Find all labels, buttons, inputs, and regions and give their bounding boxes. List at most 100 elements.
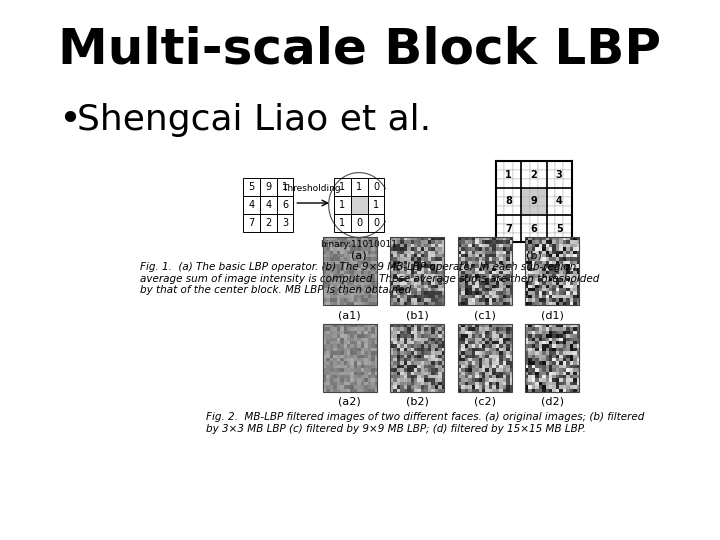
Text: 1: 1 — [282, 182, 288, 192]
FancyBboxPatch shape — [521, 170, 530, 179]
FancyBboxPatch shape — [546, 179, 555, 188]
FancyBboxPatch shape — [276, 214, 294, 232]
FancyBboxPatch shape — [276, 196, 294, 214]
Bar — [390, 324, 444, 392]
FancyBboxPatch shape — [555, 233, 564, 242]
FancyBboxPatch shape — [530, 197, 538, 206]
Text: 3: 3 — [556, 170, 562, 179]
Text: Multi-scale Block LBP: Multi-scale Block LBP — [58, 26, 662, 74]
FancyBboxPatch shape — [555, 224, 564, 233]
FancyBboxPatch shape — [351, 214, 367, 232]
FancyBboxPatch shape — [538, 233, 546, 242]
FancyBboxPatch shape — [496, 161, 505, 170]
FancyBboxPatch shape — [513, 188, 521, 197]
FancyBboxPatch shape — [243, 214, 260, 232]
FancyBboxPatch shape — [555, 215, 564, 224]
FancyBboxPatch shape — [513, 161, 521, 170]
Text: Thresholding: Thresholding — [282, 184, 341, 193]
FancyBboxPatch shape — [243, 178, 260, 196]
FancyBboxPatch shape — [505, 233, 513, 242]
FancyBboxPatch shape — [530, 179, 538, 188]
Bar — [525, 324, 580, 392]
Text: (a2): (a2) — [338, 397, 361, 407]
FancyBboxPatch shape — [530, 161, 538, 170]
FancyBboxPatch shape — [538, 161, 546, 170]
Text: (b): (b) — [526, 250, 541, 260]
Text: 1: 1 — [373, 200, 379, 210]
FancyBboxPatch shape — [260, 196, 276, 214]
Text: (c1): (c1) — [474, 310, 495, 320]
FancyBboxPatch shape — [564, 161, 572, 170]
Text: 7: 7 — [505, 224, 512, 233]
Text: 4: 4 — [556, 197, 562, 206]
Text: 1: 1 — [339, 200, 346, 210]
Text: 5: 5 — [556, 224, 562, 233]
FancyBboxPatch shape — [496, 179, 505, 188]
FancyBboxPatch shape — [546, 188, 555, 197]
FancyBboxPatch shape — [546, 161, 555, 170]
FancyBboxPatch shape — [546, 197, 555, 206]
Text: Fig. 2.  MB-LBP filtered images of two different faces. (a) original images; (b): Fig. 2. MB-LBP filtered images of two di… — [207, 412, 645, 434]
Bar — [323, 237, 377, 305]
Text: 1: 1 — [505, 170, 512, 179]
Text: Shengcai Liao et al.: Shengcai Liao et al. — [77, 103, 431, 137]
FancyBboxPatch shape — [564, 206, 572, 215]
Text: (d1): (d1) — [541, 310, 564, 320]
FancyBboxPatch shape — [496, 170, 505, 179]
Text: 2: 2 — [265, 218, 271, 228]
Text: 5: 5 — [248, 182, 254, 192]
Text: 8: 8 — [505, 197, 512, 206]
Text: 0: 0 — [373, 218, 379, 228]
Bar — [457, 324, 512, 392]
Text: 2: 2 — [531, 170, 537, 179]
FancyBboxPatch shape — [521, 233, 530, 242]
FancyBboxPatch shape — [513, 224, 521, 233]
FancyBboxPatch shape — [521, 197, 530, 206]
FancyBboxPatch shape — [367, 178, 384, 196]
FancyBboxPatch shape — [555, 161, 564, 170]
FancyBboxPatch shape — [260, 178, 276, 196]
Text: 3: 3 — [282, 218, 288, 228]
FancyBboxPatch shape — [530, 206, 538, 215]
FancyBboxPatch shape — [564, 170, 572, 179]
FancyBboxPatch shape — [505, 170, 513, 179]
FancyBboxPatch shape — [351, 196, 367, 214]
FancyBboxPatch shape — [505, 224, 513, 233]
FancyBboxPatch shape — [530, 233, 538, 242]
FancyBboxPatch shape — [496, 206, 505, 215]
FancyBboxPatch shape — [530, 215, 538, 224]
FancyBboxPatch shape — [564, 224, 572, 233]
Text: Fig. 1.  (a) The basic LBP operator. (b) The 9×9 MB-LBP operator. In each sub-re: Fig. 1. (a) The basic LBP operator. (b) … — [140, 262, 599, 295]
Bar — [390, 237, 444, 305]
Text: 9: 9 — [531, 197, 537, 206]
Text: (d2): (d2) — [541, 397, 564, 407]
FancyBboxPatch shape — [513, 233, 521, 242]
FancyBboxPatch shape — [546, 170, 555, 179]
FancyBboxPatch shape — [505, 161, 513, 170]
FancyBboxPatch shape — [564, 179, 572, 188]
FancyBboxPatch shape — [555, 197, 564, 206]
Text: 1: 1 — [339, 182, 346, 192]
FancyBboxPatch shape — [505, 197, 513, 206]
FancyBboxPatch shape — [530, 170, 538, 179]
Text: 6: 6 — [282, 200, 288, 210]
FancyBboxPatch shape — [260, 214, 276, 232]
Text: 7: 7 — [248, 218, 254, 228]
FancyBboxPatch shape — [496, 197, 505, 206]
FancyBboxPatch shape — [538, 215, 546, 224]
Text: (a): (a) — [351, 250, 367, 260]
Text: 1: 1 — [356, 182, 362, 192]
Text: (b1): (b1) — [406, 310, 428, 320]
FancyBboxPatch shape — [496, 224, 505, 233]
FancyBboxPatch shape — [521, 224, 530, 233]
FancyBboxPatch shape — [530, 224, 538, 233]
FancyBboxPatch shape — [334, 196, 351, 214]
Text: 4: 4 — [265, 200, 271, 210]
FancyBboxPatch shape — [521, 179, 530, 188]
FancyBboxPatch shape — [564, 233, 572, 242]
FancyBboxPatch shape — [530, 188, 538, 197]
FancyBboxPatch shape — [505, 179, 513, 188]
FancyBboxPatch shape — [334, 214, 351, 232]
FancyBboxPatch shape — [521, 188, 530, 197]
FancyBboxPatch shape — [538, 188, 546, 197]
